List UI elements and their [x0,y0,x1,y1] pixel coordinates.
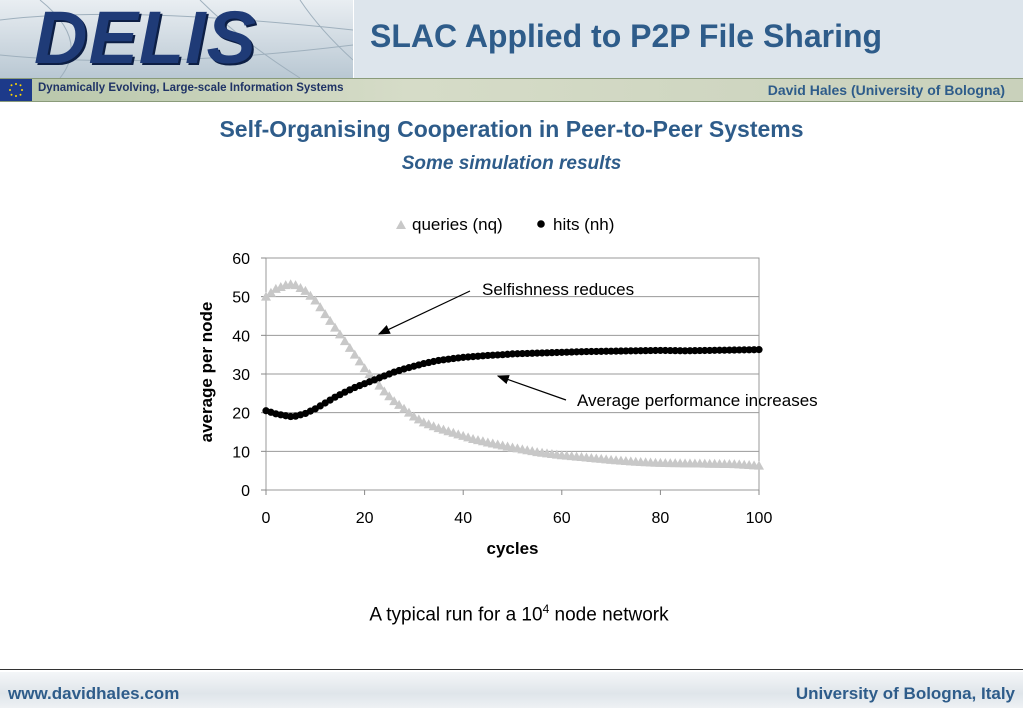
legend-label-queries: queries (nq) [412,215,503,234]
queries-point [344,342,355,352]
y-tick-label: 40 [232,328,250,345]
caption-suffix: node network [549,604,669,626]
queries-point [389,396,400,406]
x-tick-label: 40 [454,510,472,527]
slide-subtitle: Some simulation results [401,153,622,174]
queries-point [384,391,395,401]
queries-point [754,460,764,470]
queries-point [413,414,424,424]
y-tick-label: 60 [232,251,250,268]
chart: 0 10 20 30 40 50 60 0 20 40 60 80 100 cycles average p… [197,215,818,558]
tagline: Dynamically Evolving, Large-scale Inform… [38,82,344,94]
queries-point [295,282,306,292]
y-tick-label: 30 [232,367,250,384]
annotation-performance: Average performance increases [577,391,818,410]
title-box: SLAC Applied to P2P File Sharing [354,0,1023,78]
queries-point [320,309,331,319]
footer: www.davidhales.com University of Bologna… [0,672,1023,708]
legend-marker-queries [396,220,406,229]
page-title: SLAC Applied to P2P File Sharing [370,18,883,54]
queries-point [261,291,271,301]
queries-point [364,369,375,378]
delis-logo: DELIS [0,0,353,78]
queries-point [354,356,365,366]
queries-point [265,287,276,297]
series-hits [262,346,763,421]
y-axis-label: average per node [197,302,216,443]
chart-caption: A typical run for a 104 node network [0,602,1023,626]
queries-point [399,403,410,413]
x-tick-label: 100 [746,510,773,527]
queries-point [300,285,311,295]
slide-title: Self-Organising Cooperation in Peer-to-P… [219,116,804,142]
queries-point [310,295,321,305]
x-tick-label: 80 [652,510,670,527]
y-tick-label: 10 [232,444,250,461]
queries-point [330,322,341,332]
author: David Hales (University of Bologna) [767,82,1005,98]
queries-point [403,407,414,417]
queries-point [374,380,385,390]
queries-point [359,363,370,373]
annotation-selfishness: Selfishness reduces [482,280,634,299]
x-tick-label: 0 [262,510,271,527]
footer-divider [0,669,1023,670]
queries-point [394,399,405,409]
queries-point [349,349,360,359]
queries-point [334,329,345,339]
logo-text: DELIS [34,0,257,78]
legend-marker-hits [537,220,545,228]
footer-website-link[interactable]: www.davidhales.com [8,684,180,703]
eu-flag-icon [0,79,32,101]
queries-point [315,302,326,312]
y-tick-label: 50 [232,290,250,307]
tagline-bar: Dynamically Evolving, Large-scale Inform… [0,78,1023,102]
caption-exponent: 4 [542,602,550,616]
caption-prefix: A typical run for a 10 [369,604,543,626]
queries-point [290,280,301,290]
legend-label-hits: hits (nh) [553,215,614,234]
legend: queries (nq) hits (nh) [396,215,614,234]
queries-point [305,290,316,300]
x-tick-label: 60 [553,510,571,527]
logo-background-lines [0,0,353,78]
queries-point [339,336,350,346]
series-queries [261,279,764,470]
queries-point [379,386,390,396]
annotation-arrow-performance [496,375,567,401]
queries-point [325,315,336,325]
footer-institution: University of Bologna, Italy [795,684,1015,703]
header: DELIS SLAC Applied to P2P File Sharing D… [0,0,1023,102]
x-axis-label: cycles [487,539,539,558]
hits-point [755,346,763,354]
y-tick-label: 20 [232,406,250,423]
y-tick-label: 0 [241,483,250,500]
annotation-arrow-selfishness [377,290,471,335]
x-tick-label: 20 [356,510,374,527]
queries-point [408,411,419,421]
